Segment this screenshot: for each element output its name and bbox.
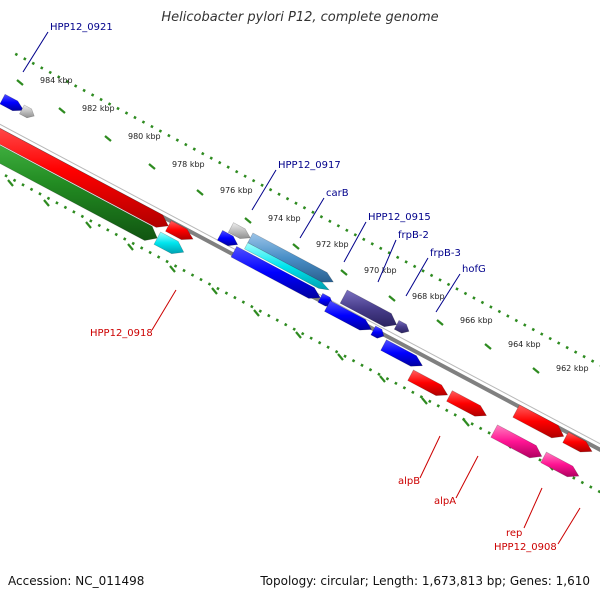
reverse-gene-label: rep: [506, 528, 522, 539]
gene-feature: [227, 222, 251, 239]
gene-feature: [393, 319, 410, 334]
tick-label: 982 kbp: [82, 104, 115, 113]
gene-feature: [0, 93, 25, 112]
gene-feature: [247, 232, 334, 283]
map-title: Helicobacter pylori P12, complete genome: [161, 10, 439, 25]
reverse-gene-label: HPP12_0908: [494, 542, 557, 553]
gene-feature: [0, 128, 169, 228]
reverse-gene-label: alpB: [398, 476, 420, 487]
forward-gene-label: HPP12_0915: [368, 212, 431, 223]
tick-label: 978 kbp: [172, 160, 205, 169]
gene-labels: HPP12_0921 HPP12_0917 carB HPP12_0915 frpB-2…: [22, 22, 581, 553]
reverse-gene-label: alpA: [434, 496, 456, 507]
gene-feature: [0, 145, 158, 241]
gene-feature: [230, 246, 321, 299]
tick-label: 964 kbp: [508, 340, 541, 349]
gene-feature: [512, 404, 565, 439]
accession-text: Accession: NC_011498: [8, 574, 145, 588]
forward-gene-label: carB: [326, 188, 349, 199]
forward-gene-label: frpB-2: [398, 230, 429, 241]
gene-feature: [407, 369, 449, 396]
gene-feature: [339, 289, 398, 328]
forward-gene-label: hofG: [462, 264, 486, 275]
tick-label: 974 kbp: [268, 214, 301, 223]
gene-feature: [446, 390, 487, 417]
gene-features: [0, 93, 593, 478]
forward-gene-label: HPP12_0921: [50, 22, 113, 33]
gene-feature: [324, 300, 372, 331]
gene-feature: [380, 339, 423, 367]
topology-summary: Topology: circular; Length: 1,673,813 bp…: [260, 574, 590, 588]
gene-feature: [370, 325, 385, 339]
gene-feature: [153, 231, 185, 255]
reverse-gene-label: HPP12_0918: [90, 328, 153, 339]
tick-rings: 984 kbp 982 kbp 980 kbp 978 kbp 976 kbp 974 k…: [4, 52, 600, 494]
tick-label: 984 kbp: [40, 76, 73, 85]
tick-label: 968 kbp: [412, 292, 445, 301]
tick-label: 966 kbp: [460, 316, 493, 325]
tick-label: 972 kbp: [316, 240, 349, 249]
gene-feature: [216, 230, 239, 247]
tick-label: 962 kbp: [556, 364, 589, 373]
tick-label: 976 kbp: [220, 186, 253, 195]
gene-feature: [562, 431, 593, 453]
forward-gene-label: frpB-3: [430, 248, 461, 259]
gene-feature: [165, 220, 194, 240]
forward-gene-label: HPP12_0917: [278, 160, 341, 171]
gene-feature: [19, 104, 35, 119]
tick-label: 970 kbp: [364, 266, 397, 275]
gene-feature: [490, 424, 543, 459]
tick-label: 980 kbp: [128, 132, 161, 141]
gene-feature: [244, 242, 330, 291]
gene-feature: [540, 451, 580, 478]
